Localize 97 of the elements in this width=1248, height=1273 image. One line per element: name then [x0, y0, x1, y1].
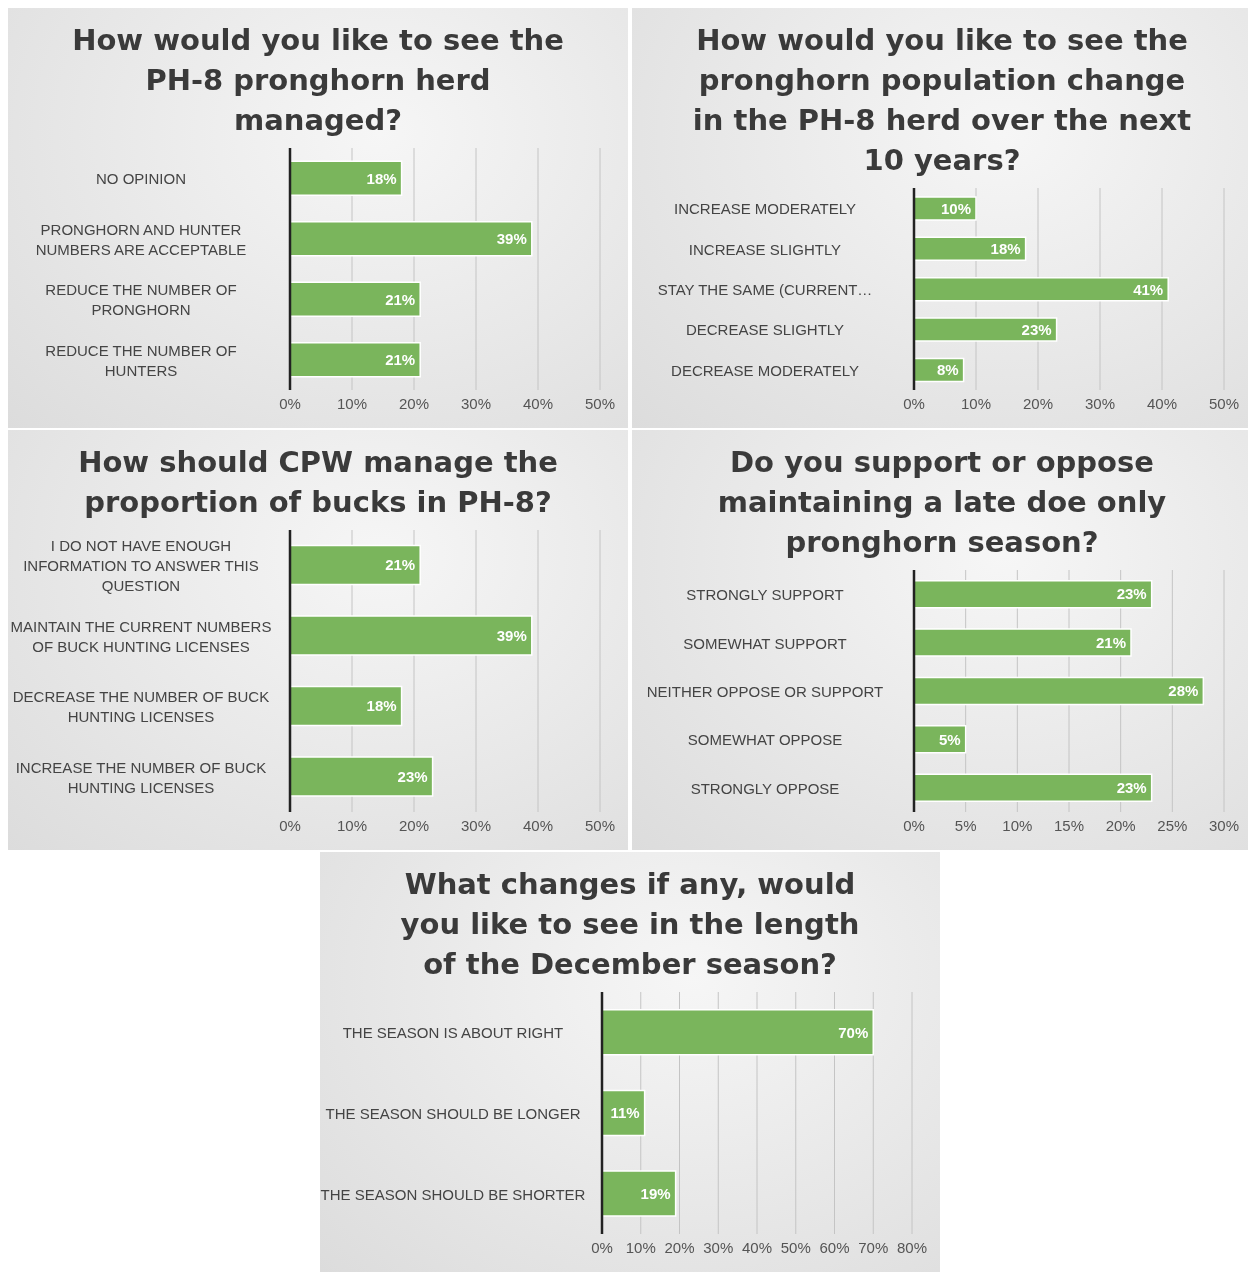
- x-tick-label: 0%: [279, 816, 301, 834]
- x-tick-label: 10%: [1002, 816, 1033, 834]
- x-tick-label: 0%: [903, 816, 925, 834]
- x-tick-label: 10%: [625, 1238, 656, 1256]
- data-label: 39%: [496, 626, 527, 644]
- bar: [290, 685, 403, 727]
- x-tick-label: 20%: [664, 1238, 695, 1256]
- x-tick-label: 20%: [1105, 816, 1136, 834]
- x-tick-label: 10%: [960, 394, 992, 412]
- bar: [290, 342, 421, 378]
- y-tick-label: REDUCE THE NUMBER OF HUNTERS: [45, 341, 237, 379]
- bar: [914, 317, 1058, 342]
- data-label: 23%: [1116, 779, 1147, 797]
- chart-title: What changes if any, would you like to see in the length of the December season?: [399, 866, 861, 983]
- y-tick-label: SOMEWHAT OPPOSE: [687, 730, 843, 748]
- x-tick-label: 0%: [279, 394, 301, 412]
- chart-title: How should CPW manage the proportion of bucks in PH-8?: [77, 444, 559, 521]
- data-label: 18%: [366, 169, 397, 187]
- data-label: 41%: [1133, 280, 1164, 298]
- bar: [914, 773, 1153, 802]
- y-tick-label: STRONGLY SUPPORT: [686, 585, 844, 603]
- x-tick-label: 30%: [703, 1238, 734, 1256]
- y-tick-label: NO OPINION: [95, 169, 187, 187]
- x-tick-label: 50%: [1208, 394, 1240, 412]
- bar: [290, 221, 533, 257]
- x-tick-label: 50%: [584, 394, 616, 412]
- y-tick-label: DECREASE SLIGHTLY: [685, 320, 845, 338]
- bar: [602, 1009, 874, 1056]
- y-tick-label: THE SEASON SHOULD BE SHORTER: [320, 1185, 586, 1203]
- y-tick-label: INCREASE MODERATELY: [674, 199, 856, 217]
- x-tick-label: 15%: [1053, 816, 1085, 834]
- x-tick-label: 40%: [522, 394, 554, 412]
- x-tick-label: 20%: [398, 816, 430, 834]
- data-label: 8%: [936, 361, 959, 379]
- y-tick-label: SOMEWHAT SUPPORT: [683, 634, 847, 652]
- x-tick-label: 25%: [1157, 816, 1188, 834]
- bar: [290, 281, 421, 318]
- x-tick-label: 50%: [780, 1238, 811, 1256]
- x-tick-label: 30%: [1084, 394, 1116, 412]
- x-tick-label: 20%: [1022, 394, 1054, 412]
- x-tick-label: 30%: [460, 816, 492, 834]
- bar: [914, 628, 1132, 657]
- x-tick-label: 20%: [398, 394, 430, 412]
- bar: [602, 1170, 677, 1217]
- data-label: 18%: [990, 240, 1021, 258]
- x-tick-label: 80%: [896, 1238, 928, 1256]
- x-tick-label: 60%: [819, 1238, 850, 1256]
- data-label: 19%: [640, 1184, 671, 1202]
- bar: [290, 160, 403, 197]
- data-label: 23%: [1021, 320, 1052, 338]
- y-tick-label: MAINTAIN THE CURRENT NUMBERS OF BUCK HUNTING LICENSES: [10, 617, 272, 655]
- bar: [290, 615, 533, 656]
- data-label: 10%: [940, 199, 971, 217]
- x-tick-label: 40%: [522, 816, 554, 834]
- y-tick-label: DECREASE MODERATELY: [671, 361, 859, 379]
- x-tick-label: 0%: [903, 394, 925, 412]
- y-tick-label: STAY THE SAME (CURRENT…: [657, 280, 873, 298]
- chart-title: How would you like to see the PH-8 pronghorn herd managed?: [71, 22, 565, 139]
- y-tick-label: INCREASE SLIGHTLY: [688, 240, 842, 258]
- data-label: 21%: [385, 290, 416, 308]
- chart-title: Do you support or oppose maintaining a late doe only pronghorn season?: [716, 444, 1168, 561]
- data-label: 5%: [938, 730, 961, 748]
- x-tick-label: 10%: [336, 394, 368, 412]
- y-tick-label: NEITHER OPPOSE OR SUPPORT: [646, 682, 884, 700]
- bar: [914, 276, 1169, 302]
- x-tick-label: 0%: [591, 1238, 613, 1256]
- y-tick-label: THE SEASON SHOULD BE LONGER: [325, 1104, 581, 1122]
- x-tick-label: 30%: [460, 394, 492, 412]
- y-tick-label: STRONGLY OPPOSE: [690, 779, 840, 797]
- data-label: 23%: [1116, 585, 1147, 603]
- bar: [290, 756, 434, 797]
- chart-title: How would you like to see the pronghorn population change in the PH-8 herd over the next 10 years?: [691, 22, 1193, 179]
- x-tick-label: 5%: [954, 816, 977, 834]
- y-tick-label: INCREASE THE NUMBER OF BUCK HUNTING LICENSES: [15, 758, 267, 796]
- x-tick-label: 40%: [1146, 394, 1178, 412]
- x-tick-label: 40%: [741, 1238, 773, 1256]
- bar: [914, 579, 1153, 609]
- data-label: 39%: [496, 230, 527, 248]
- y-tick-label: PRONGHORN AND HUNTER NUMBERS ARE ACCEPTABLE: [35, 220, 247, 258]
- data-label: 18%: [366, 697, 397, 715]
- data-label: 70%: [838, 1023, 869, 1041]
- y-tick-label: REDUCE THE NUMBER OF PRONGHORN: [45, 280, 237, 318]
- data-label: 11%: [610, 1104, 640, 1122]
- x-tick-label: 30%: [1208, 816, 1240, 834]
- data-label: 21%: [1095, 633, 1126, 651]
- x-tick-label: 50%: [584, 816, 616, 834]
- y-tick-label: THE SEASON IS ABOUT RIGHT: [342, 1023, 564, 1041]
- bar: [290, 544, 421, 586]
- bar: [914, 676, 1205, 706]
- y-tick-label: DECREASE THE NUMBER OF BUCK HUNTING LICENSES: [12, 687, 270, 725]
- x-tick-label: 70%: [858, 1238, 889, 1256]
- y-tick-label: I DO NOT HAVE ENOUGH INFORMATION TO ANSWER THIS QUESTION: [23, 536, 259, 594]
- data-label: 21%: [385, 351, 416, 369]
- data-label: 23%: [397, 767, 428, 785]
- data-label: 21%: [385, 556, 416, 574]
- x-tick-label: 10%: [336, 816, 368, 834]
- data-label: 28%: [1168, 682, 1199, 700]
